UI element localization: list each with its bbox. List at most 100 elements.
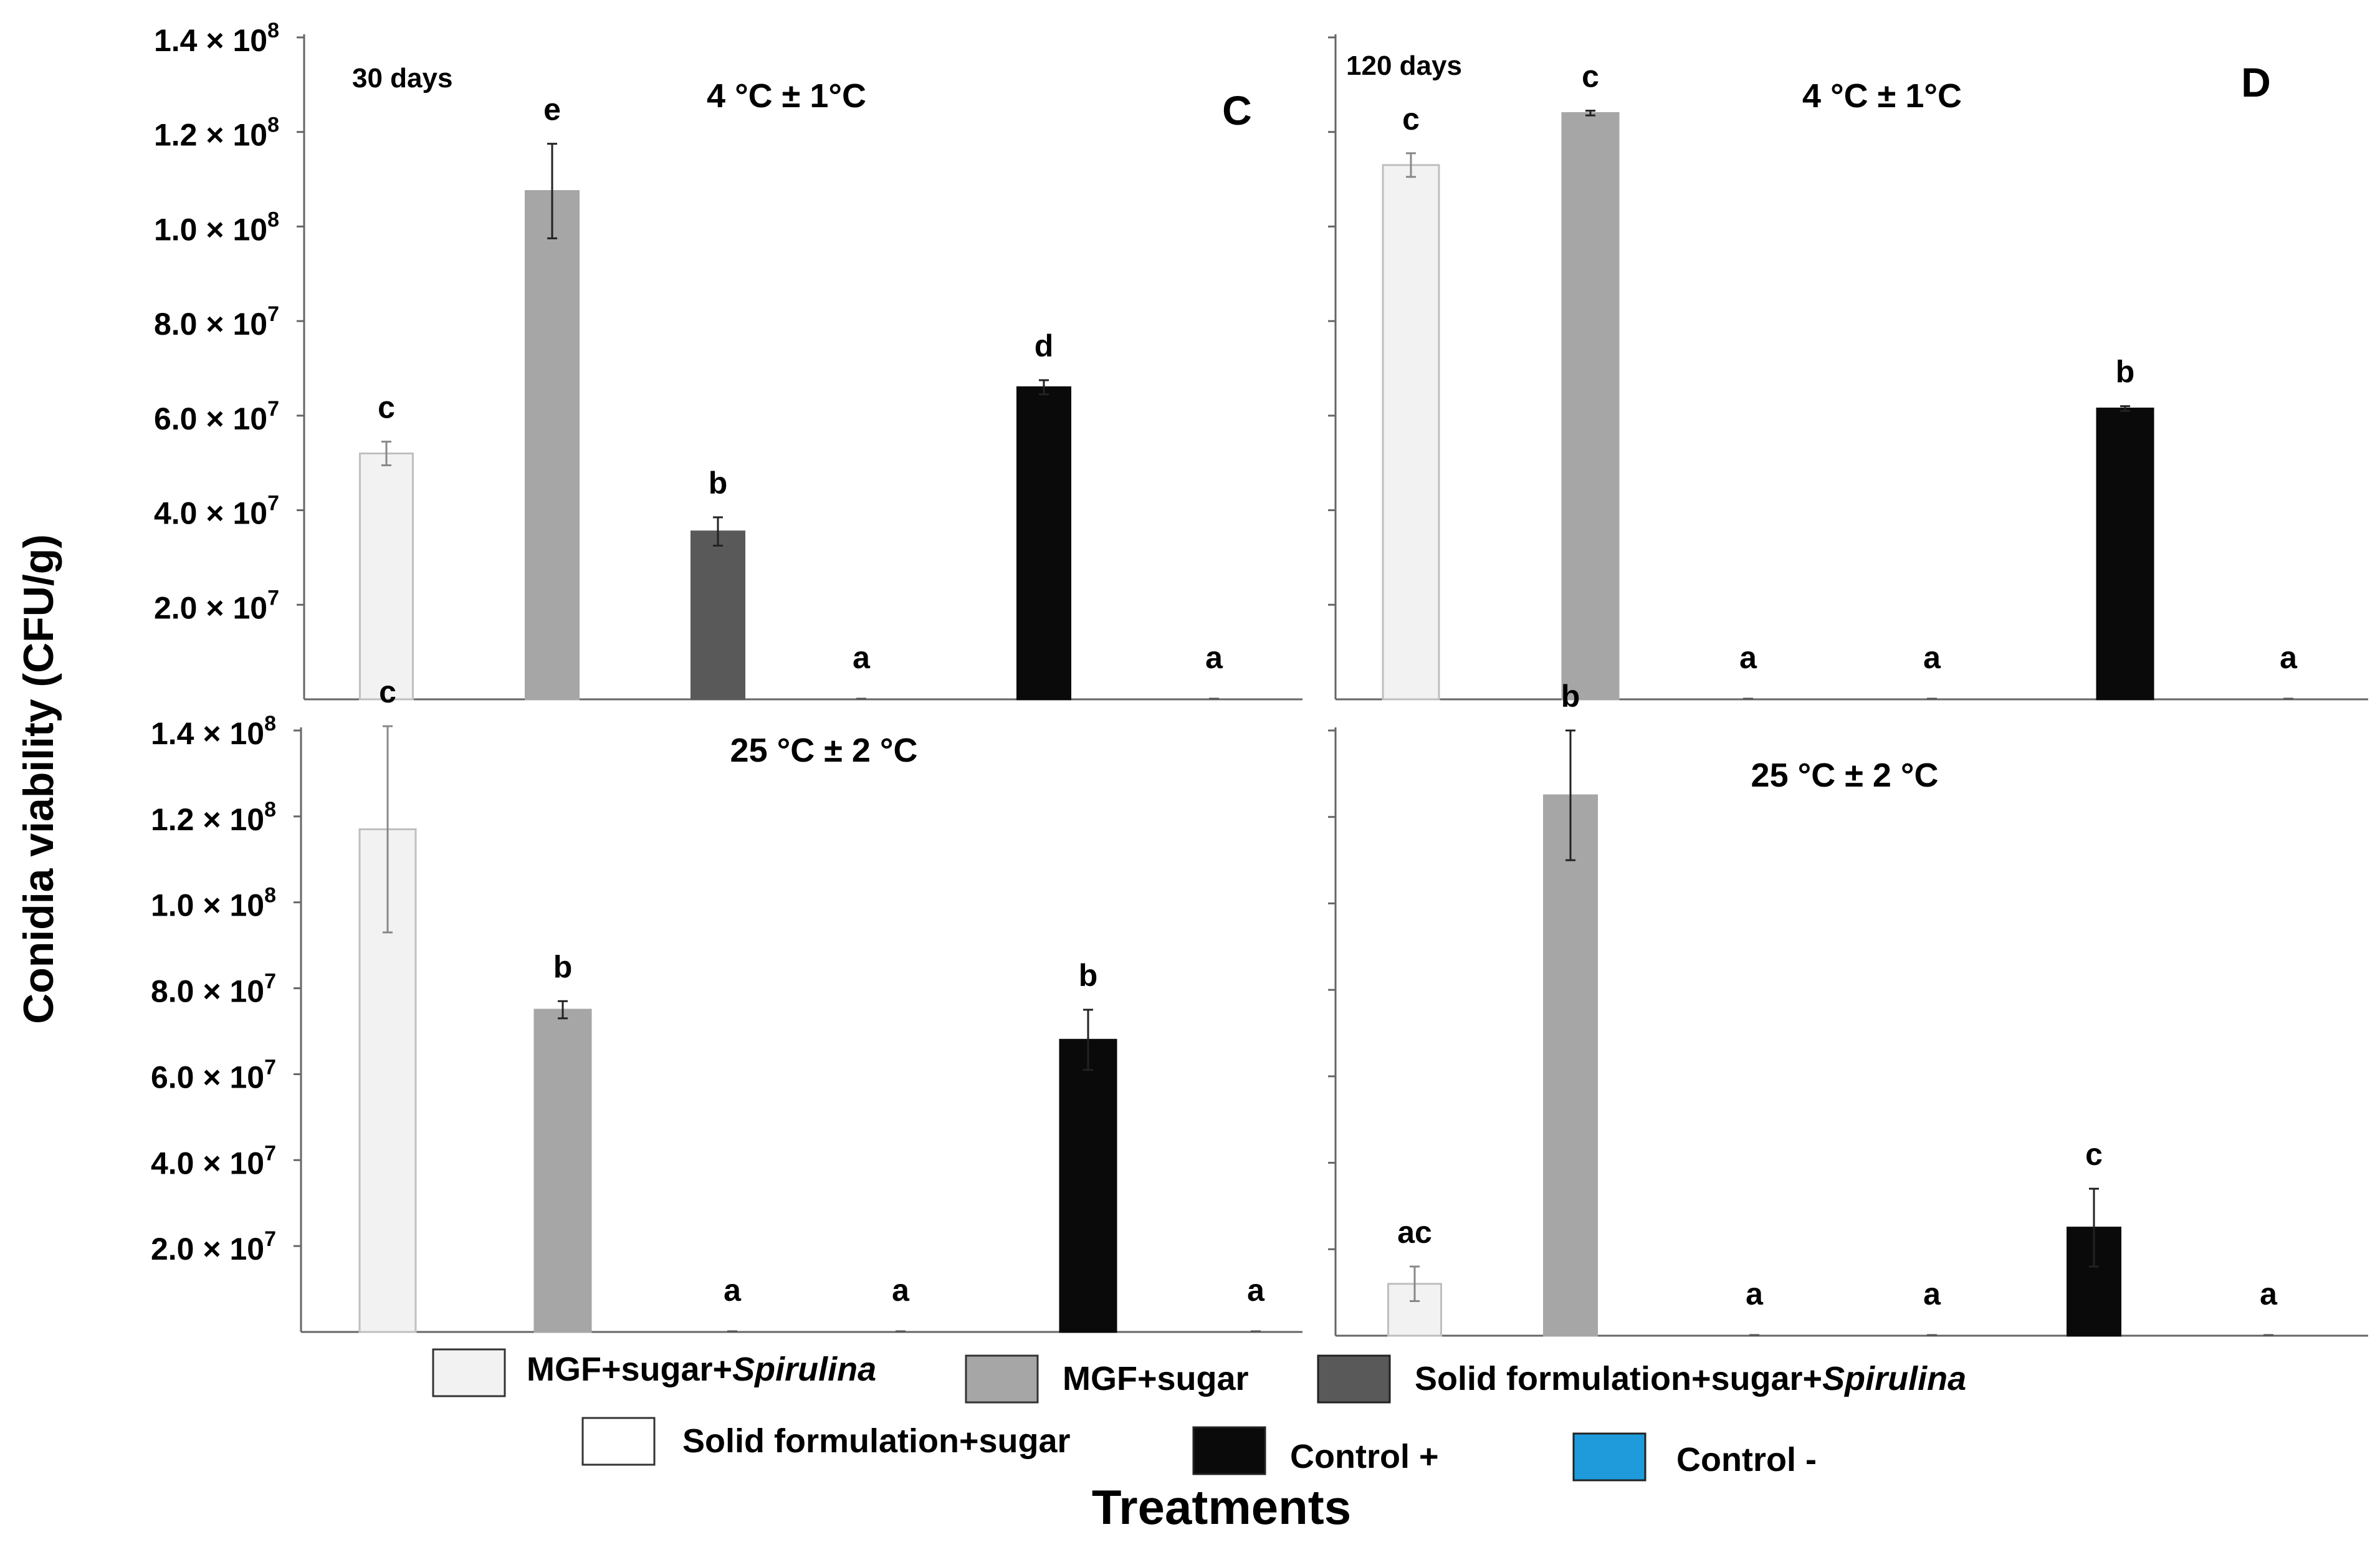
- y-tick-mantissa: 2.0 × 10: [151, 1232, 264, 1267]
- legend-swatch: [1192, 1426, 1266, 1475]
- y-tick-exponent: 8: [267, 113, 279, 137]
- bar: [359, 453, 414, 701]
- y-tick-label: 4.0 × 107: [154, 492, 279, 531]
- y-tick-exponent: 7: [267, 302, 279, 326]
- significance-letter: a: [1205, 640, 1223, 675]
- legend-swatch: [1572, 1432, 1646, 1482]
- legend-label: Control -: [1676, 1441, 1817, 1478]
- legend-swatch: [432, 1348, 506, 1397]
- legend-item: MGF+sugar: [965, 1354, 1249, 1404]
- legend-label-text: Control +: [1290, 1438, 1439, 1475]
- y-tick-label: 1.0 × 108: [154, 208, 279, 247]
- legend-label-text: MGF+sugar: [1063, 1360, 1249, 1397]
- bar: [533, 1008, 592, 1333]
- panel-time-label: 30 days: [352, 63, 452, 93]
- significance-letter: a: [853, 640, 871, 675]
- panel-label: D: [2241, 59, 2271, 105]
- significance-letter: c: [378, 390, 395, 425]
- y-tick-label: 4.0 × 107: [151, 1141, 276, 1180]
- panel-temperature: 25 °C ± 2 °C: [730, 732, 918, 769]
- significance-letter: b: [2116, 355, 2135, 390]
- panel-time-label: 120 days: [1346, 50, 1462, 81]
- significance-letter: a: [1923, 1276, 1941, 1311]
- y-tick-label: 6.0 × 107: [154, 397, 279, 436]
- significance-letter: a: [724, 1273, 742, 1308]
- y-tick-exponent: 7: [264, 1227, 276, 1251]
- y-tick-mantissa: 4.0 × 10: [151, 1146, 264, 1180]
- y-tick-mantissa: 1.4 × 10: [154, 23, 267, 58]
- y-tick-mantissa: 4.0 × 10: [154, 496, 267, 531]
- legend-item: Control -: [1572, 1432, 1817, 1482]
- significance-letter: a: [892, 1273, 910, 1308]
- significance-letter: a: [2280, 640, 2298, 675]
- panel-2: c c a a b a 4 °C ± 1°C D 120 days: [1328, 34, 2368, 701]
- y-tick-exponent: 7: [264, 1141, 276, 1165]
- significance-letter: a: [1739, 640, 1757, 675]
- significance-letter: a: [2260, 1276, 2278, 1311]
- y-tick-mantissa: 8.0 × 10: [151, 974, 264, 1009]
- y-tick-mantissa: 6.0 × 10: [151, 1060, 264, 1094]
- legend-label: MGF+sugar+Spirulina: [527, 1351, 876, 1388]
- y-tick-label: 1.4 × 108: [154, 19, 279, 58]
- y-tick-label: 8.0 × 107: [151, 970, 276, 1009]
- y-tick-mantissa: 2.0 × 10: [154, 590, 267, 625]
- legend-label-italic: Spirulina: [732, 1351, 876, 1388]
- y-tick-exponent: 7: [264, 970, 276, 994]
- legend-label: Solid formulation+sugar+Spirulina: [1415, 1360, 1966, 1397]
- bar: [691, 530, 745, 701]
- y-tick-exponent: 8: [264, 884, 276, 907]
- legend-label-text: Solid formulation+sugar: [682, 1422, 1071, 1460]
- significance-letter: ac: [1397, 1215, 1432, 1250]
- significance-letter: c: [2085, 1137, 2103, 1172]
- legend-label: Control +: [1290, 1438, 1439, 1475]
- legend-label-text: Control -: [1676, 1441, 1817, 1478]
- y-tick-mantissa: 8.0 × 10: [154, 307, 267, 342]
- y-tick-mantissa: 1.4 × 10: [151, 716, 264, 751]
- y-tick-label: 1.2 × 108: [151, 798, 276, 837]
- y-tick-label: 6.0 × 107: [151, 1055, 276, 1094]
- bar: [2096, 407, 2154, 701]
- significance-letter: c: [1582, 59, 1599, 94]
- y-tick-mantissa: 6.0 × 10: [154, 401, 267, 436]
- y-tick-label: 2.0 × 107: [154, 586, 279, 625]
- legend-swatch: [965, 1354, 1039, 1404]
- y-tick-exponent: 7: [267, 397, 279, 421]
- y-tick-label: 2.0 × 107: [151, 1227, 276, 1267]
- significance-letter: d: [1035, 328, 1054, 363]
- x-axis-title: Treatments: [1092, 1480, 1351, 1535]
- legend-label: MGF+sugar: [1063, 1360, 1249, 1397]
- significance-letter: b: [709, 466, 728, 500]
- bar: [1382, 164, 1440, 701]
- y-tick-label: 1.4 × 108: [151, 712, 276, 751]
- y-tick-exponent: 8: [264, 798, 276, 821]
- legend-swatch: [1317, 1354, 1391, 1404]
- bar: [1543, 794, 1598, 1337]
- legend-item: Solid formulation+sugar: [581, 1417, 1071, 1466]
- legend-label: Solid formulation+sugar: [682, 1422, 1071, 1460]
- y-tick-label: 8.0 × 107: [154, 302, 279, 342]
- bar: [1561, 112, 1620, 701]
- legend-item: Control +: [1192, 1426, 1439, 1475]
- legend-item: MGF+sugar+Spirulina: [432, 1348, 876, 1397]
- significance-letter: a: [1923, 640, 1941, 675]
- y-tick-mantissa: 1.0 × 10: [154, 212, 267, 247]
- legend-label-text: MGF+sugar+: [527, 1351, 732, 1388]
- significance-letter: c: [379, 674, 396, 709]
- legend-swatch: [581, 1417, 656, 1466]
- y-tick-exponent: 7: [264, 1055, 276, 1079]
- significance-letter: b: [1079, 958, 1098, 993]
- legend-label-italic: Spirulina: [1822, 1360, 1966, 1397]
- y-tick-exponent: 8: [264, 712, 276, 735]
- legend-label-text: Solid formulation+sugar+: [1415, 1360, 1822, 1397]
- y-tick-label: 1.0 × 108: [151, 884, 276, 923]
- legend: MGF+sugar+Spirulina MGF+sugar Solid formul…: [432, 1348, 1966, 1482]
- panel-temperature: 4 °C ± 1°C: [707, 77, 866, 115]
- significance-letter: b: [1561, 679, 1580, 714]
- panel-temperature: 4 °C ± 1°C: [1802, 77, 1962, 115]
- bar: [1016, 386, 1071, 701]
